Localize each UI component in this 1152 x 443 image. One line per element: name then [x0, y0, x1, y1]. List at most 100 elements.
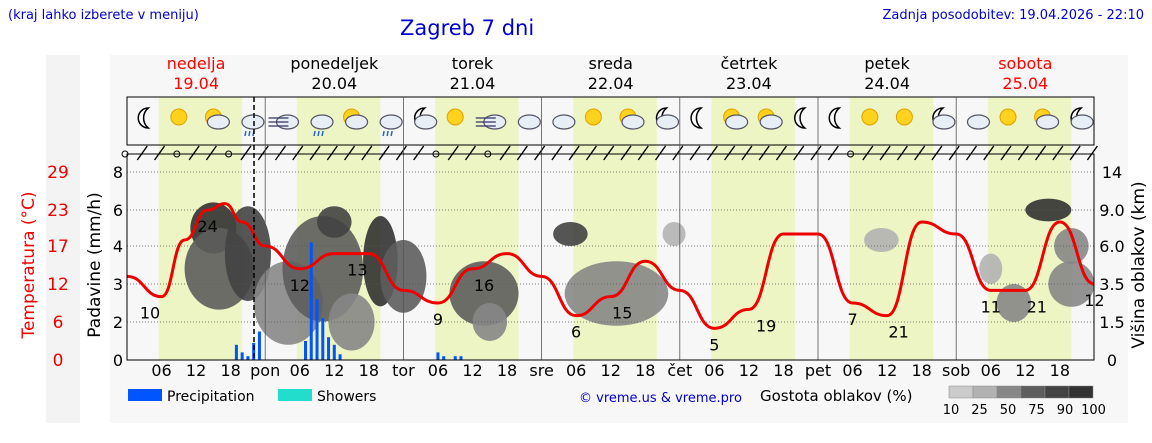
- moon-icon: [690, 107, 704, 129]
- temperature-label: 21: [888, 323, 908, 342]
- precipitation-bar: [332, 344, 336, 360]
- copyright-link[interactable]: © vreme.us & vreme.pro: [579, 391, 742, 406]
- page-title: Zagreb 7 dni: [400, 16, 535, 40]
- daylight-band: [987, 97, 1072, 360]
- day-date: 19.04: [173, 74, 219, 93]
- precipitation-bar: [327, 337, 331, 360]
- x-tick-label: 12: [739, 361, 759, 380]
- x-tick-label: 18: [911, 361, 931, 380]
- x-tick-label: 06: [151, 361, 171, 380]
- partly-cloudy-icon: [723, 108, 749, 130]
- cloud-area: [282, 215, 364, 322]
- sun-shape: [584, 108, 602, 126]
- cloud-shape: [310, 114, 334, 130]
- cloud-height-tick: 3.5: [1099, 275, 1124, 294]
- cloud-height-tick: 0: [1107, 351, 1117, 370]
- wind-barb: [931, 145, 943, 161]
- x-tick-label: 12: [186, 361, 206, 380]
- wind-barb: [240, 145, 252, 161]
- cloud-height-tick: 9.0: [1099, 201, 1124, 220]
- wind-barb: [378, 145, 390, 161]
- wind-barb: [758, 145, 770, 161]
- day-name: petek: [864, 54, 910, 73]
- rain-drop: [386, 130, 389, 137]
- cloud-icon: [517, 114, 541, 130]
- cloud-height-tick: 6.0: [1099, 237, 1124, 256]
- wind-barb: [292, 145, 304, 161]
- moon-icon: [137, 107, 151, 129]
- x-tick-label: 18: [635, 361, 655, 380]
- sun-shape: [999, 108, 1017, 126]
- cloud-height-tick: 14: [1102, 163, 1122, 182]
- region-menu-hint: (kraj lahko izberete v meniju): [8, 8, 199, 23]
- cloud-shape: [621, 114, 645, 130]
- precipitation-bar: [453, 356, 457, 360]
- density-swatch: [1044, 385, 1070, 399]
- rain-drop: [382, 130, 385, 137]
- wind-barb: [464, 145, 477, 161]
- x-tick-label: 12: [877, 361, 897, 380]
- moon-shape: [690, 107, 704, 129]
- moon-icon: [793, 107, 807, 129]
- last-updated: Zadnja posodobitev: 19.04.2026 - 22:10: [882, 8, 1144, 23]
- wind-barb: [879, 145, 891, 161]
- cloud-area: [996, 284, 1032, 322]
- precipitation-bar: [309, 242, 313, 360]
- wind-barb: [274, 145, 287, 161]
- wind-barb: [136, 145, 148, 161]
- rain-drop: [248, 130, 251, 137]
- wind-barb: [741, 145, 753, 161]
- temperature-label: 6: [571, 323, 581, 342]
- temperature-label: 15: [612, 304, 632, 323]
- precipitation-axis-title: Padavine (mm/h): [85, 192, 105, 337]
- cloud-area: [553, 222, 588, 246]
- density-tick: 10: [943, 403, 960, 418]
- x-tick-label: pet: [805, 361, 831, 380]
- x-tick-label: 18: [497, 361, 517, 380]
- temperature-label: 7: [847, 310, 857, 329]
- precipitation-bar: [234, 344, 238, 360]
- x-tick-label: 06: [566, 361, 586, 380]
- temperature-axis-title: Temperatura (°C): [19, 191, 39, 339]
- precipitation-bar: [321, 318, 325, 360]
- wind-barb: [862, 145, 874, 161]
- cloud-shape: [517, 114, 541, 130]
- partly-cloudy-icon: [204, 108, 230, 130]
- day-name: ponedeljek: [290, 54, 379, 73]
- temperature-label: 10: [140, 304, 160, 323]
- sun-icon: [999, 108, 1017, 126]
- wind-barb: [706, 145, 718, 161]
- wind-barb: [447, 145, 459, 161]
- moon-shape: [137, 107, 151, 129]
- wind-barb: [205, 145, 217, 161]
- x-tick-label: 06: [290, 361, 310, 380]
- temperature-line: [126, 202, 1095, 330]
- cloud-shape: [344, 114, 369, 130]
- precipitation-tick: 4: [113, 237, 123, 256]
- precipitation-bar: [252, 342, 256, 360]
- temperature-tick: 12: [47, 275, 69, 295]
- wind-barb: [568, 145, 580, 161]
- day-name: sobota: [998, 54, 1052, 73]
- wind-barb: [724, 145, 736, 161]
- x-tick-label: 06: [981, 361, 1001, 380]
- cloud-shape: [241, 114, 265, 130]
- wind-barb: [914, 145, 926, 161]
- left-axis-panel: [46, 55, 80, 423]
- day-date: 20.04: [311, 74, 357, 93]
- temperature-label: 13: [347, 261, 367, 280]
- sun-icon: [584, 108, 602, 126]
- wind-barb: [793, 145, 805, 161]
- wind-barb: [153, 145, 166, 161]
- density-swatch: [996, 385, 1022, 399]
- partly-cloudy-icon: [343, 108, 369, 130]
- wind-barb: [654, 145, 667, 161]
- temperature-label: 16: [474, 276, 494, 295]
- precipitation-bar: [246, 356, 250, 360]
- temperature-label: 11: [981, 297, 1001, 316]
- cloud-shape: [1035, 114, 1060, 130]
- wind-barb: [309, 145, 321, 161]
- x-tick-label: pon: [250, 361, 280, 380]
- cloud-area: [662, 222, 686, 246]
- partly-cloudy-icon: [757, 108, 783, 130]
